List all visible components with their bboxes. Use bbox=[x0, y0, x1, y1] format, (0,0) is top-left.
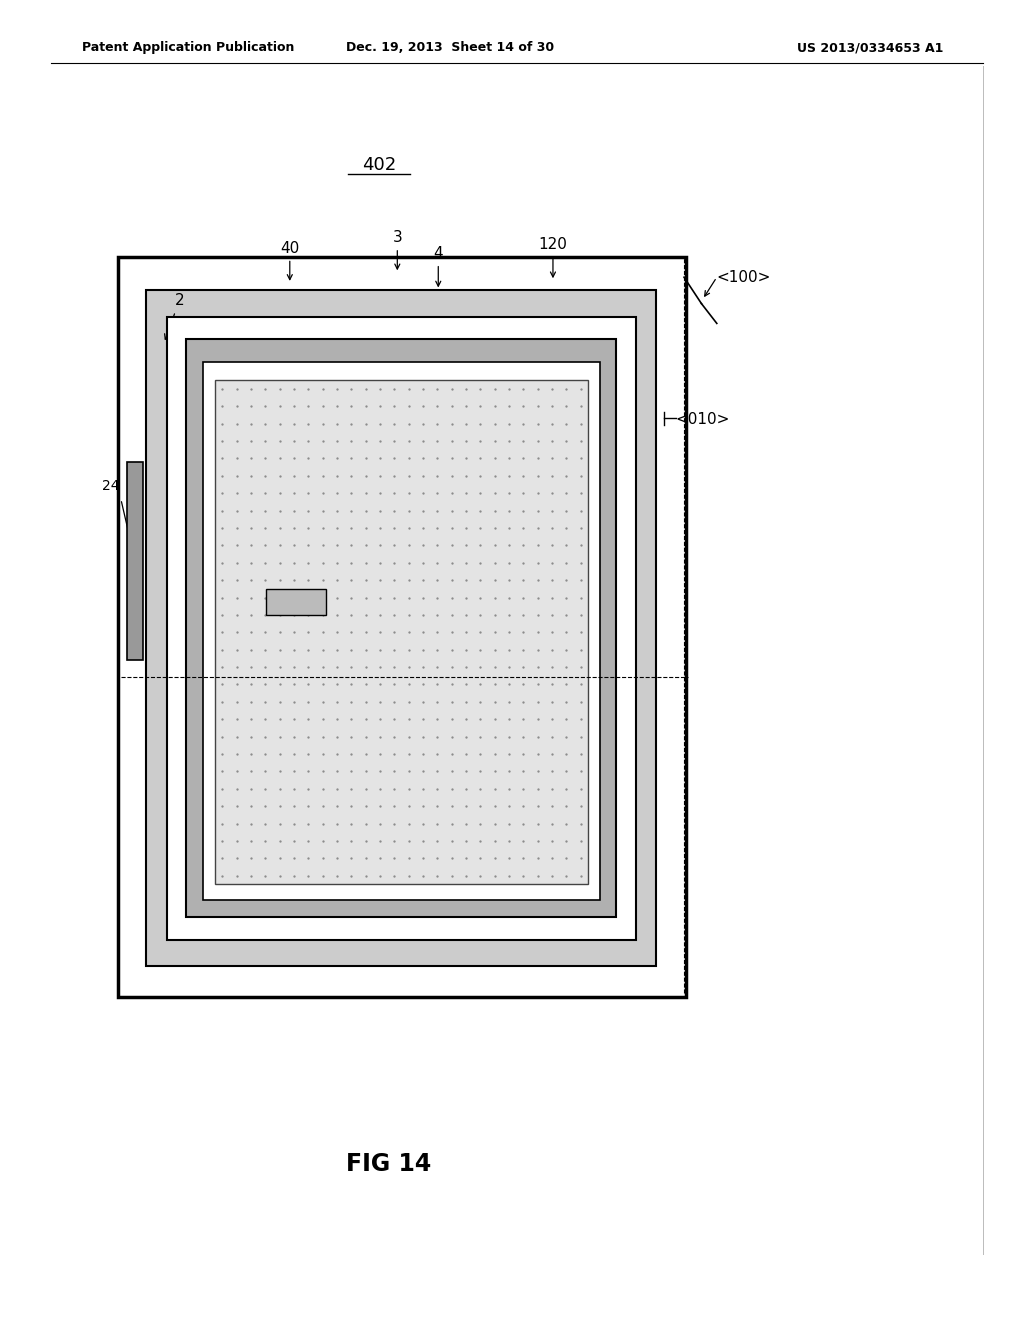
Bar bbox=[266, 589, 326, 615]
Text: FIG 14: FIG 14 bbox=[346, 1152, 432, 1176]
Bar bbox=[118, 257, 686, 997]
Text: US 2013/0334653 A1: US 2013/0334653 A1 bbox=[798, 41, 943, 54]
Text: 7, 79: 7, 79 bbox=[198, 449, 232, 462]
Text: 40: 40 bbox=[281, 240, 299, 280]
Text: <100>: <100> bbox=[717, 269, 771, 285]
Text: <010>: <010> bbox=[676, 412, 730, 428]
Text: 24: 24 bbox=[101, 479, 120, 492]
Bar bbox=[146, 290, 656, 966]
Text: 14a: 14a bbox=[238, 537, 264, 550]
Text: 19, 91: 19, 91 bbox=[406, 418, 451, 432]
Bar bbox=[127, 462, 143, 660]
Text: 18: 18 bbox=[170, 376, 188, 389]
Bar bbox=[167, 317, 636, 940]
Text: 19a: 19a bbox=[353, 418, 380, 432]
Text: Patent Application Publication: Patent Application Publication bbox=[82, 41, 294, 54]
Text: 120: 120 bbox=[539, 236, 567, 277]
Bar bbox=[186, 339, 616, 917]
Text: 4: 4 bbox=[433, 246, 443, 286]
Text: 3: 3 bbox=[392, 230, 402, 269]
Bar bbox=[203, 362, 600, 900]
Text: 7, 70: 7, 70 bbox=[298, 442, 333, 455]
Text: 1, 110: 1, 110 bbox=[376, 598, 429, 616]
Text: 23: 23 bbox=[269, 561, 288, 574]
Bar bbox=[215, 380, 588, 884]
Text: 402: 402 bbox=[361, 156, 396, 174]
Text: 2: 2 bbox=[165, 293, 184, 339]
Text: Dec. 19, 2013  Sheet 14 of 30: Dec. 19, 2013 Sheet 14 of 30 bbox=[346, 41, 555, 54]
